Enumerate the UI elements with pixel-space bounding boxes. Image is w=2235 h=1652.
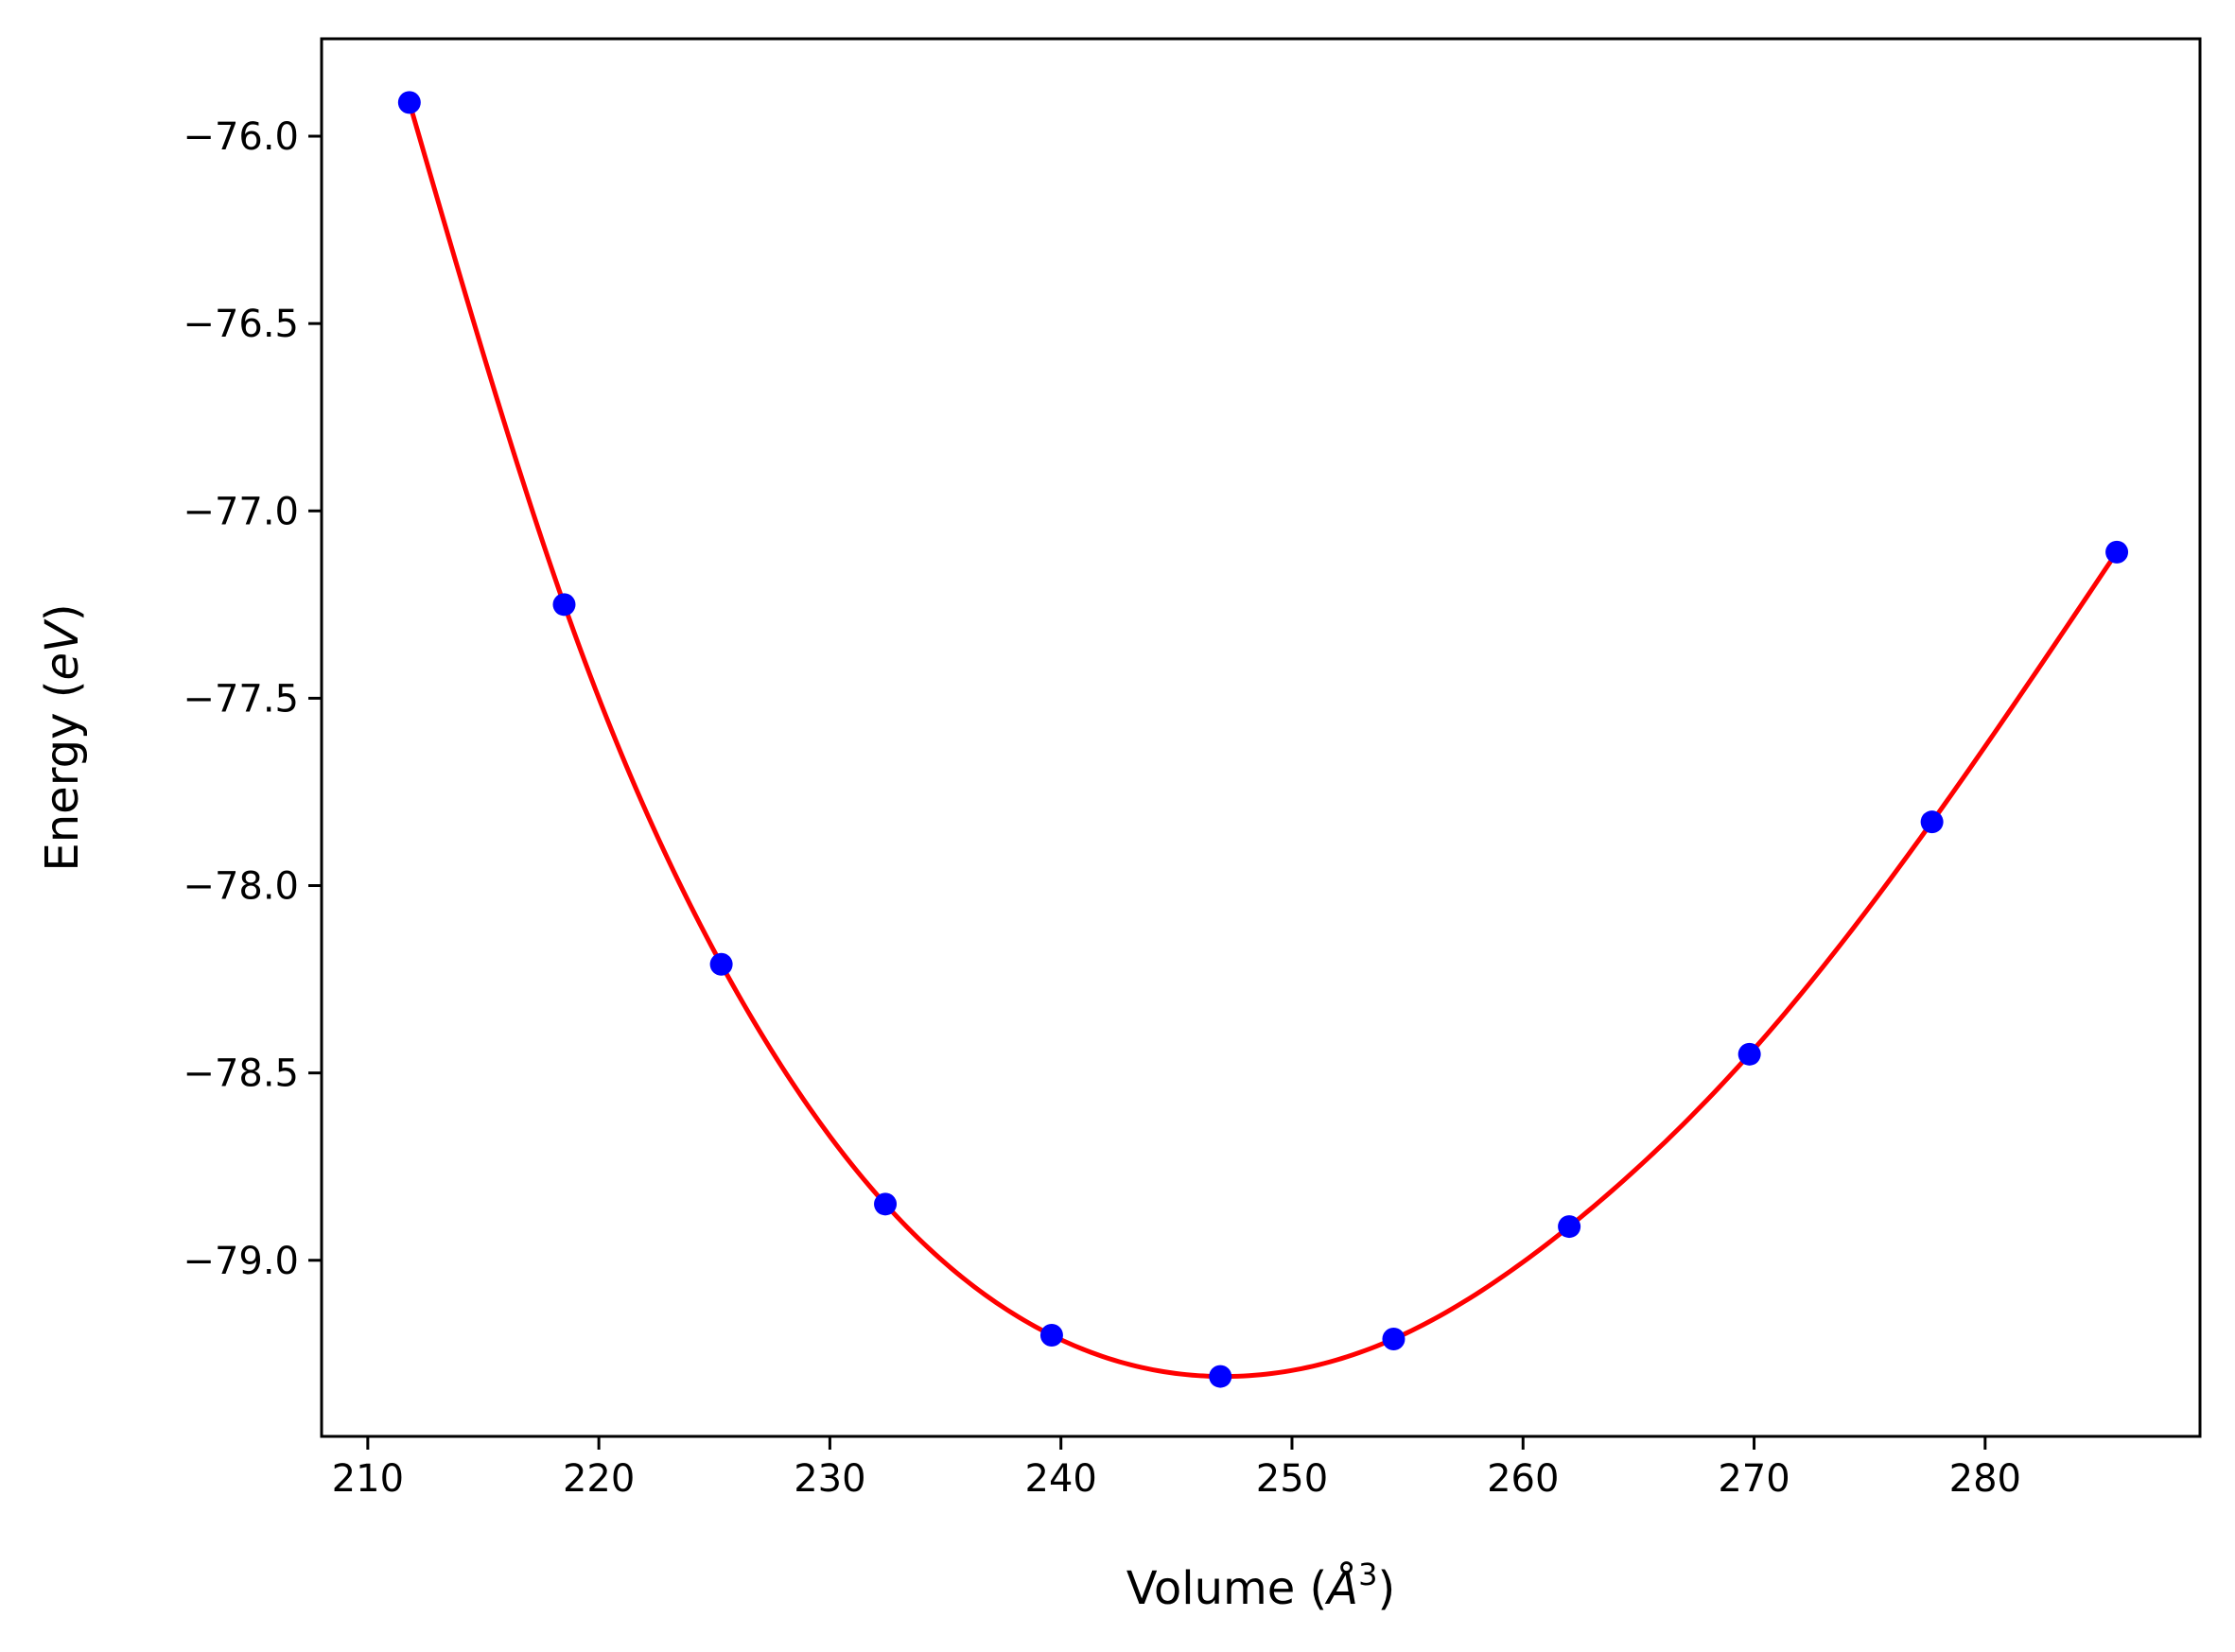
x-tick-label: 230 (794, 1457, 865, 1501)
data-point (1558, 1215, 1581, 1239)
data-point (552, 593, 576, 617)
fit-curve (407, 101, 2120, 1380)
y-tick-label: −76.0 (183, 115, 299, 159)
y-tick-label: −77.5 (183, 677, 299, 721)
x-tick-label: 220 (563, 1457, 635, 1501)
y-tick-label: −78.5 (183, 1052, 299, 1096)
x-tick-label: 210 (332, 1457, 404, 1501)
axes-frame (320, 37, 2202, 1438)
data-point (1209, 1365, 1232, 1388)
data-point (1039, 1324, 1063, 1348)
y-tick-label: −79.0 (183, 1240, 299, 1283)
y-axis: −76.0 −76.5 −77.0 −77.5 −78.0 −78.5 −79.0 (183, 115, 322, 1283)
x-axis: 210 220 230 240 250 260 270 280 (332, 1436, 2021, 1501)
x-tick-label: 240 (1025, 1457, 1097, 1501)
data-point (2105, 540, 2129, 564)
y-tick-label: −76.5 (183, 303, 299, 346)
data-point (397, 91, 421, 114)
y-tick-label: −77.0 (183, 490, 299, 533)
plot-area (397, 91, 2129, 1388)
x-tick-label: 280 (1949, 1457, 2021, 1501)
data-point (1920, 810, 1944, 834)
data-point (1382, 1327, 1406, 1350)
x-tick-label: 260 (1487, 1457, 1559, 1501)
x-tick-label: 250 (1256, 1457, 1328, 1501)
data-point (1737, 1042, 1761, 1066)
y-tick-label: −78.0 (183, 865, 299, 909)
y-axis-label: Energy (eV) (36, 603, 89, 871)
data-point (709, 952, 733, 976)
data-point (874, 1192, 898, 1216)
x-axis-label: Volume (Å3) (1126, 1556, 1395, 1615)
x-tick-label: 270 (1718, 1457, 1790, 1501)
